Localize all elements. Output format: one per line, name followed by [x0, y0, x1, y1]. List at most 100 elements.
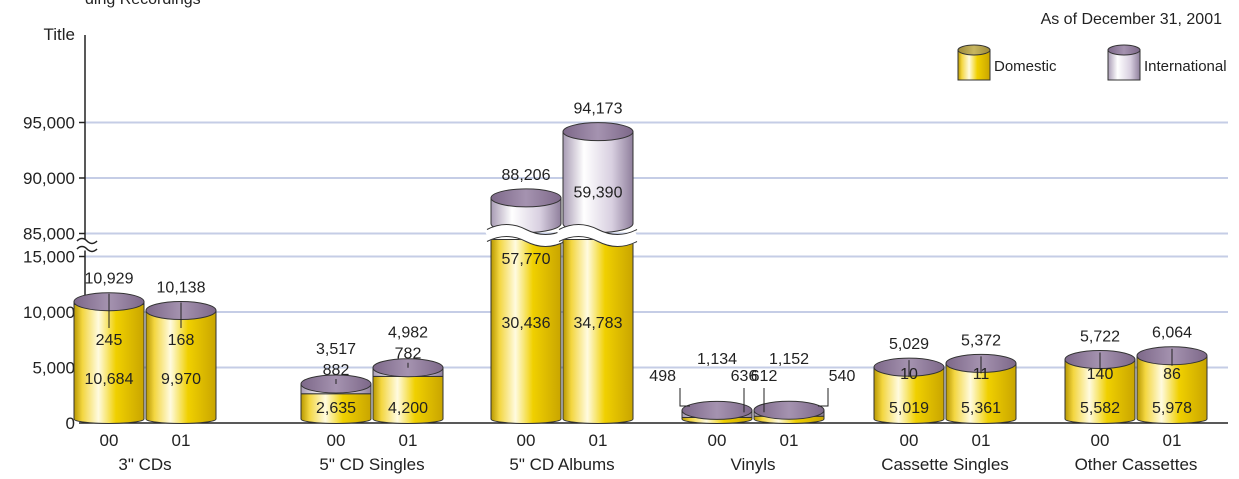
bar-top-cap	[753, 400, 825, 420]
international-label: 59,390	[574, 185, 623, 202]
year-label: 00	[517, 431, 536, 450]
legend-label-international: International	[1144, 58, 1227, 75]
y-tick-label: 15,000	[23, 248, 75, 267]
y-tick-label: 5,000	[32, 359, 75, 378]
bar-top-cap	[562, 122, 634, 142]
total-label: 1,134	[697, 351, 737, 368]
bar-break-gap	[556, 224, 640, 247]
legend-label-domestic: Domestic	[994, 58, 1057, 75]
bar-domestic	[562, 239, 634, 424]
domestic-label: 2,635	[316, 400, 356, 417]
axis-break-mark	[76, 245, 98, 253]
bar-domestic-body	[681, 416, 753, 424]
domestic-label: 5,361	[961, 400, 1001, 417]
legend-swatch-international-cap	[1107, 44, 1141, 56]
bar-domestic-body	[562, 239, 634, 424]
total-label: 88,206	[502, 167, 551, 184]
year-label: 01	[172, 431, 191, 450]
international-label: 86	[1163, 366, 1181, 383]
bar-break-gap	[484, 224, 568, 247]
bar-domestic	[73, 303, 145, 424]
y-tick-label: 0	[66, 414, 75, 433]
international-label: 57,770	[502, 251, 551, 268]
bar-domestic	[681, 416, 753, 424]
domestic-label: 5,582	[1080, 400, 1120, 417]
legend: Domestic International	[957, 44, 1227, 81]
bar-domestic-body	[73, 303, 145, 424]
bar-domestic	[145, 311, 217, 424]
domestic-label: 34,783	[574, 315, 623, 332]
date-note: As of December 31, 2001	[1041, 11, 1223, 28]
bar-break-edge	[558, 236, 638, 247]
leader-line	[679, 388, 690, 407]
category-label: Cassette Singles	[881, 455, 1009, 474]
total-label: 5,372	[961, 332, 1001, 349]
bar-domestic-body	[945, 362, 1017, 424]
bar-domestic	[372, 375, 444, 424]
year-label: 00	[900, 431, 919, 450]
category-label: Vinyls	[730, 455, 775, 474]
bar-domestic	[300, 393, 372, 424]
axis-break-mark	[76, 237, 98, 245]
domestic-label: 9,970	[161, 371, 201, 388]
bar-domestic	[873, 366, 945, 424]
international-label: 140	[1087, 366, 1114, 383]
year-label: 01	[399, 431, 418, 450]
domestic-label: 5,019	[889, 400, 929, 417]
year-label: 01	[780, 431, 799, 450]
year-label: 01	[972, 431, 991, 450]
bar-domestic-body	[145, 311, 217, 424]
international-label: 11	[973, 366, 990, 383]
international-label: 882	[323, 362, 350, 379]
international-label: 168	[168, 332, 195, 349]
bar-domestic	[490, 239, 562, 424]
y-tick-label: 85,000	[23, 225, 75, 244]
total-label: 1,152	[769, 351, 809, 368]
year-label: 00	[1091, 431, 1110, 450]
year-label: 00	[100, 431, 119, 450]
category-label: Other Cassettes	[1075, 455, 1198, 474]
total-label: 5,029	[889, 336, 929, 353]
total-label: 10,929	[85, 271, 134, 288]
y-tick-label: 10,000	[23, 303, 75, 322]
bar-break-edge	[486, 236, 566, 247]
total-label: 6,064	[1152, 325, 1192, 342]
total-label: 10,138	[157, 279, 206, 296]
bar-top-cap	[490, 188, 562, 208]
domestic-label: 498	[649, 368, 676, 385]
bar-domestic	[1064, 360, 1136, 424]
category-label: 5" CD Singles	[319, 455, 424, 474]
international-label: 540	[829, 368, 856, 385]
year-label: 01	[589, 431, 608, 450]
bar-domestic-body	[372, 375, 444, 424]
domestic-label: 4,200	[388, 400, 428, 417]
gridlines	[85, 121, 1228, 369]
domestic-label: 5,978	[1152, 400, 1192, 417]
domestic-label: 612	[751, 368, 778, 385]
bar-domestic-body	[1136, 356, 1208, 424]
category-label: 5" CD Albums	[509, 455, 614, 474]
y-tick-label: 95,000	[23, 114, 75, 133]
bar-international	[562, 131, 634, 233]
bar-domestic-body	[300, 393, 372, 424]
total-label: 4,982	[388, 325, 428, 342]
bar-break-edge	[558, 224, 638, 235]
legend-swatch-domestic-cap	[957, 44, 991, 56]
year-label: 00	[327, 431, 346, 450]
bar-domestic-body	[490, 239, 562, 424]
bar-domestic	[1136, 356, 1208, 424]
domestic-label: 30,436	[502, 315, 551, 332]
y-axis-title: Title	[44, 25, 76, 44]
year-label: 00	[708, 431, 727, 450]
y-axis: 0 5,000 10,000 15,000 85,000 90,000 95,000 Titl…	[23, 25, 1228, 433]
bar-top-cap	[681, 400, 753, 420]
bar-domestic-body	[1064, 360, 1136, 424]
data-labels: 3" CDs 00 10,929 245 10,684 01 10,138 168 9,970 5…	[85, 101, 1198, 474]
international-label: 782	[395, 346, 422, 363]
bar-domestic-body	[873, 366, 945, 424]
total-label: 5,722	[1080, 328, 1120, 345]
bars	[73, 122, 1208, 424]
bar-domestic	[945, 362, 1017, 424]
international-label: 636	[731, 368, 758, 385]
